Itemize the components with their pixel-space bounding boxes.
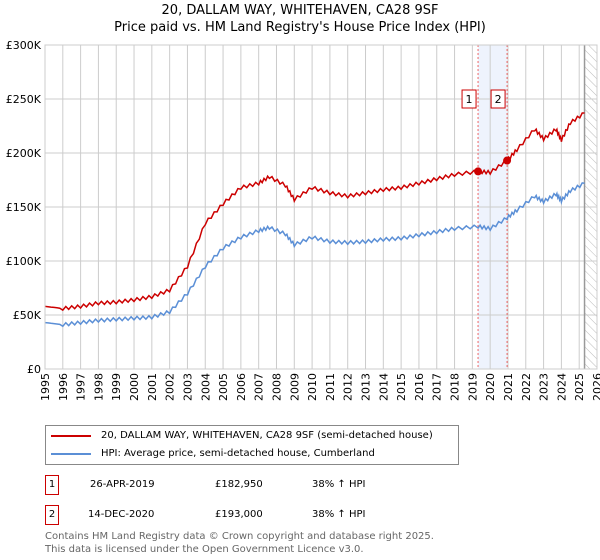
x-tick-label: 1996 — [57, 373, 70, 401]
y-tick-label: £50K — [13, 309, 42, 322]
y-tick-label: £100K — [6, 255, 42, 268]
x-tick-label: 2020 — [484, 373, 497, 401]
x-tick-label: 2011 — [324, 373, 337, 401]
x-tick-label: 1999 — [110, 373, 123, 401]
x-tick-label: 2004 — [199, 373, 212, 401]
x-tick-label: 2003 — [181, 373, 194, 401]
legend-label: 20, DALLAM WAY, WHITEHAVEN, CA28 9SF (se… — [101, 430, 433, 441]
sale-hpi: 38% ↑ HPI — [312, 509, 366, 520]
sale-hpi: 38% ↑ HPI — [312, 479, 366, 490]
footer-line: Contains HM Land Registry data © Crown c… — [45, 531, 434, 542]
x-tick-label: 2012 — [342, 373, 355, 401]
x-tick-label: 2008 — [270, 373, 283, 401]
x-tick-label: 2018 — [449, 373, 462, 401]
y-tick-label: £200K — [6, 147, 42, 160]
sale-row: 2 14-DEC-2020 £193,000 38% ↑ HPI — [45, 505, 465, 525]
x-tick-label: 2000 — [128, 373, 141, 401]
x-tick-label: 2016 — [413, 373, 426, 401]
sale-point — [503, 156, 512, 165]
y-tick-label: £250K — [6, 93, 42, 106]
x-tick-label: 2022 — [520, 373, 533, 401]
x-tick-label: 2005 — [217, 373, 230, 401]
legend: 20, DALLAM WAY, WHITEHAVEN, CA28 9SF (se… — [45, 425, 459, 465]
footer: Contains HM Land Registry data © Crown c… — [45, 530, 434, 556]
x-tick-label: 2007 — [253, 373, 266, 401]
sale-label: 1 — [466, 93, 473, 106]
x-tick-label: 1998 — [92, 373, 105, 401]
y-tick-label: £300K — [6, 39, 42, 52]
sale-label-box — [461, 89, 477, 109]
sale-label: 2 — [495, 93, 502, 106]
x-tick-label: 2021 — [502, 373, 515, 401]
chart-title: 20, DALLAM WAY, WHITEHAVEN, CA28 9SF — [161, 3, 439, 18]
x-tick-label: 2017 — [431, 373, 444, 401]
y-tick-label: £0 — [27, 363, 41, 376]
chart-subtitle: Price paid vs. HM Land Registry's House … — [114, 20, 486, 35]
legend-label: HPI: Average price, semi-detached house,… — [101, 448, 375, 459]
legend-item-hpi: HPI: Average price, semi-detached house,… — [51, 447, 375, 460]
x-tick-label: 2026 — [591, 373, 600, 401]
x-tick-label: 2019 — [466, 373, 479, 401]
legend-swatch — [51, 434, 91, 437]
legend-swatch — [51, 452, 91, 455]
legend-item-property: 20, DALLAM WAY, WHITEHAVEN, CA28 9SF (se… — [51, 429, 433, 442]
x-tick-label: 1995 — [39, 373, 52, 401]
price-chart: 1995 1996 1997 1998 1999 2000 2001 2002 2003 2004… — [6, 39, 600, 401]
x-tick-label: 1997 — [75, 373, 88, 401]
sale-badge: 2 — [45, 505, 59, 525]
x-tick-label: 2002 — [164, 373, 177, 401]
x-tick-label: 2014 — [377, 373, 390, 401]
x-tick-label: 2013 — [360, 373, 373, 401]
series-line — [44, 182, 585, 328]
sale-date: 26-APR-2019 — [90, 479, 155, 490]
footer-line: This data is licensed under the Open Gov… — [45, 544, 364, 555]
sale-label-box — [490, 89, 506, 109]
x-tick-label: 2015 — [395, 373, 408, 401]
x-tick-label: 2010 — [306, 373, 319, 401]
sale-price: £182,950 — [215, 479, 263, 490]
x-tick-label: 2009 — [288, 373, 301, 401]
series-line — [44, 112, 585, 312]
x-tick-label: 2006 — [235, 373, 248, 401]
x-tick-label: 2001 — [146, 373, 159, 401]
sale-date: 14-DEC-2020 — [88, 509, 155, 520]
x-tick-label: 2025 — [573, 373, 586, 401]
sale-badge: 1 — [45, 475, 59, 495]
sale-price: £193,000 — [215, 509, 263, 520]
plot-frame — [44, 44, 598, 370]
sale-point — [474, 167, 483, 176]
x-tick-label: 2024 — [555, 373, 568, 401]
y-tick-label: £150K — [6, 201, 42, 214]
sale-row: 1 26-APR-2019 £182,950 38% ↑ HPI — [45, 475, 465, 495]
x-tick-label: 2023 — [538, 373, 551, 401]
